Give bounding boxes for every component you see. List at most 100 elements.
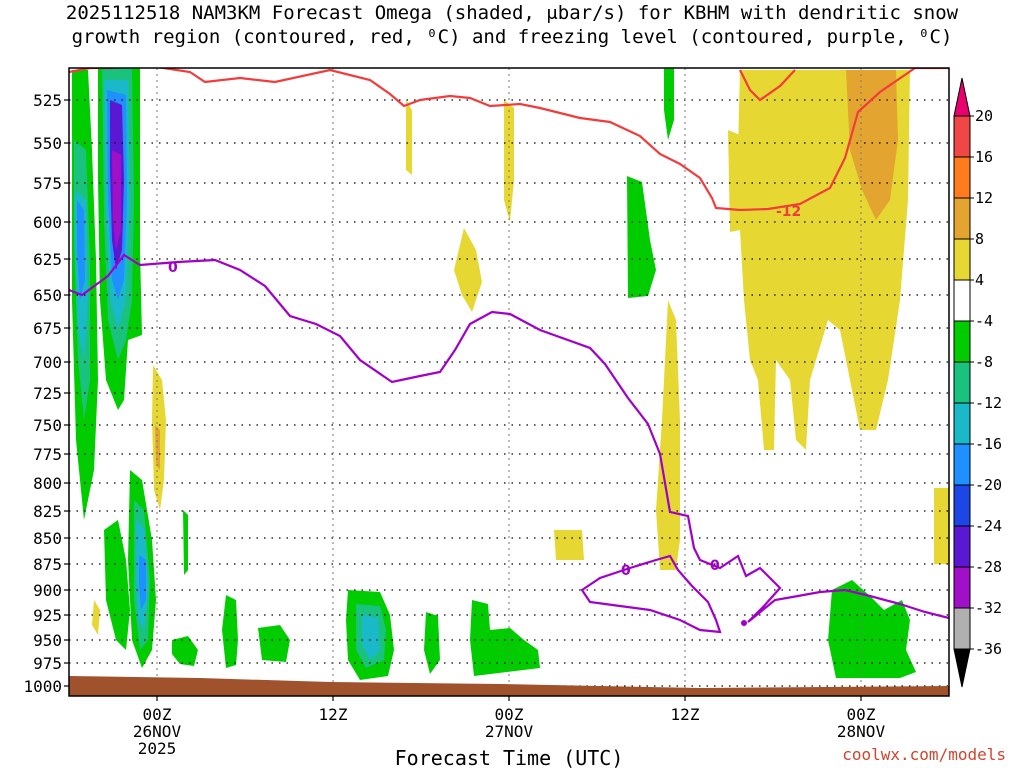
omega-region-green (222, 595, 238, 668)
x-tick-label: 00Z (495, 705, 524, 724)
omega-region-yellow (92, 600, 100, 635)
y-tick-label: 825 (33, 502, 62, 521)
y-tick-label: 675 (33, 319, 62, 338)
omega-region-green (627, 176, 656, 298)
freezing-contour-label: 0 (621, 563, 631, 579)
y-tick-label: 1000 (23, 677, 62, 696)
freezing-contour-label: 0 (710, 558, 720, 574)
colorbar-label: 16 (975, 148, 993, 166)
x-tick-label: 26NOV (133, 722, 182, 741)
omega-region-yellow (454, 228, 482, 312)
y-tick-label: 975 (33, 654, 62, 673)
x-tick-label: 28NOV (837, 722, 886, 741)
omega-region-blue (139, 555, 146, 610)
y-tick-label: 925 (33, 606, 62, 625)
freezing-level-contour-dot (741, 620, 747, 626)
y-tick-label: 775 (33, 445, 62, 464)
x-tick-label: 00Z (847, 705, 876, 724)
colorbar-band (953, 361, 971, 404)
colorbar-band (953, 402, 971, 445)
omega-region-green (664, 68, 674, 140)
omega-region-orange (846, 70, 898, 220)
omega-region-yellow (406, 100, 412, 175)
omega-region-green (470, 600, 540, 676)
y-tick-label: 875 (33, 555, 62, 574)
omega-region-yellow (504, 100, 514, 222)
y-tick-label: 800 (33, 474, 62, 493)
colorbar-triangle-top (953, 77, 971, 117)
y-tick-label: 850 (33, 529, 62, 548)
omega-region-green (424, 612, 440, 674)
omega-region-yellow (728, 130, 740, 232)
omega-region-cyan (362, 614, 380, 660)
x-tick-label: 12Z (319, 705, 348, 724)
omega-region-green (828, 580, 916, 678)
colorbar-band (953, 197, 971, 240)
colorbar-label: -24 (975, 517, 1002, 535)
omega-shading (72, 68, 949, 680)
freezing-level-contour-line (580, 554, 722, 634)
y-tick-label: 575 (33, 174, 62, 193)
x-tick-label: 12Z (671, 705, 700, 724)
colorbar-label: -8 (975, 353, 993, 371)
colorbar-label: -16 (975, 435, 1002, 453)
omega-region-green (183, 510, 188, 575)
colorbar-label: -28 (975, 558, 1002, 576)
chart-title-line1: 2025112518 NAM3KM Forecast Omega (shaded… (65, 2, 959, 24)
colorbar-label: 12 (975, 189, 993, 207)
colorbar-band (953, 607, 971, 650)
colorbar-label: -20 (975, 476, 1002, 494)
omega-region-violet (112, 150, 121, 250)
colorbar-label: -36 (975, 640, 1002, 658)
colorbar-label: 20 (975, 107, 993, 125)
colorbar-band (953, 320, 971, 363)
freezing-contour-label: 0 (168, 260, 178, 276)
x-tick-label: 00Z (143, 705, 172, 724)
y-tick-label: 525 (33, 91, 62, 110)
omega-region-green (172, 636, 198, 666)
y-tick-label: 900 (33, 581, 62, 600)
colorbar-band (953, 156, 971, 199)
colorbar-label: 8 (975, 230, 984, 248)
colorbar-band (953, 279, 971, 322)
y-tick-label: 550 (33, 134, 62, 153)
omega-region-blue (77, 200, 85, 300)
source-credit[interactable]: coolwx.com/models (842, 745, 1006, 764)
x-tick-label: 27NOV (485, 722, 534, 741)
colorbar-label: -12 (975, 394, 1002, 412)
colorbar-label: 4 (975, 271, 984, 289)
dgz-contour-line (739, 69, 796, 102)
omega-region-yellow (656, 300, 680, 570)
omega-region-yellow (934, 488, 949, 564)
colorbar-label: -4 (975, 312, 993, 330)
y-tick-label: 625 (33, 250, 62, 269)
y-tick-label: 950 (33, 631, 62, 650)
freezing-level-contour-line (69, 253, 949, 623)
x-axis-label: Forecast Time (UTC) (395, 746, 624, 768)
colorbar-band (953, 443, 971, 486)
omega-region-green (104, 520, 130, 650)
colorbar-band (953, 525, 971, 568)
y-tick-label: 750 (33, 416, 62, 435)
ground-surface (69, 676, 949, 696)
dgz-contour-label: -12 (776, 204, 801, 220)
colorbar: 20 16 12 8 4 -4 -8 -12 -16 -20 -24 -28 -32 -36 (953, 77, 1002, 688)
colorbar-label: -32 (975, 599, 1002, 617)
omega-region-green (258, 625, 290, 662)
y-tick-label: 600 (33, 213, 62, 232)
y-axis: 525 550 575 600 625 650 675 700 725 750 775 800 825 8… (23, 91, 69, 696)
x-tick-label: 2025 (138, 739, 177, 758)
y-tick-label: 725 (33, 384, 62, 403)
colorbar-band (953, 484, 971, 527)
dgz-contour-line (69, 68, 949, 212)
omega-region-yellow (554, 530, 584, 560)
colorbar-band (953, 238, 971, 281)
y-tick-label: 700 (33, 353, 62, 372)
colorbar-band (953, 566, 971, 609)
y-tick-label: 650 (33, 286, 62, 305)
chart-title-line2: growth region (contoured, red, ⁰C) and f… (71, 26, 953, 48)
colorbar-band (953, 115, 971, 158)
colorbar-triangle-bottom (953, 648, 971, 688)
